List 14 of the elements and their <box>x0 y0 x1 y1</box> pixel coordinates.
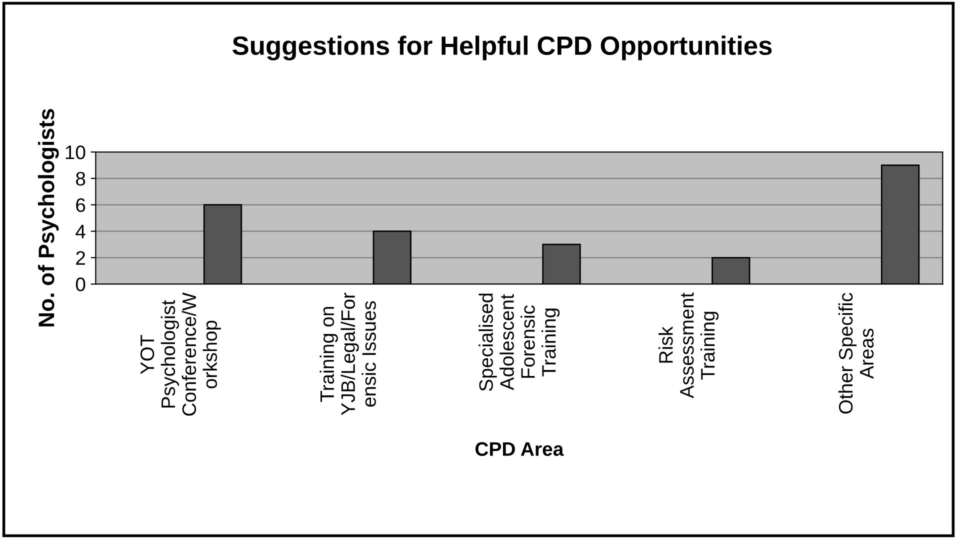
y-tick-label: 10 <box>66 145 86 160</box>
y-tick-label: 8 <box>76 172 86 186</box>
x-axis-title: CPD Area <box>475 442 564 456</box>
chart-title: Suggestions for Helpful CPD Opportunities <box>232 36 772 60</box>
y-tick-label: 6 <box>76 198 86 212</box>
x-tick-label: Other Specific Areas <box>838 292 874 414</box>
y-tick-label: 0 <box>76 278 86 292</box>
x-tick-label: Specialised Adolescent Forensic Training <box>478 294 560 391</box>
y-tick-label: 2 <box>76 251 86 265</box>
x-tick-label: Training on YJB/Legal/For ensic Issues <box>320 292 376 416</box>
y-axis-title: No. of Psychologists <box>38 109 59 326</box>
x-tick-label: Risk Assessment Training <box>658 292 719 398</box>
y-tick-label: 4 <box>76 224 86 238</box>
x-tick-label: YOT Psychologist Conference/W orkshop <box>140 292 221 416</box>
